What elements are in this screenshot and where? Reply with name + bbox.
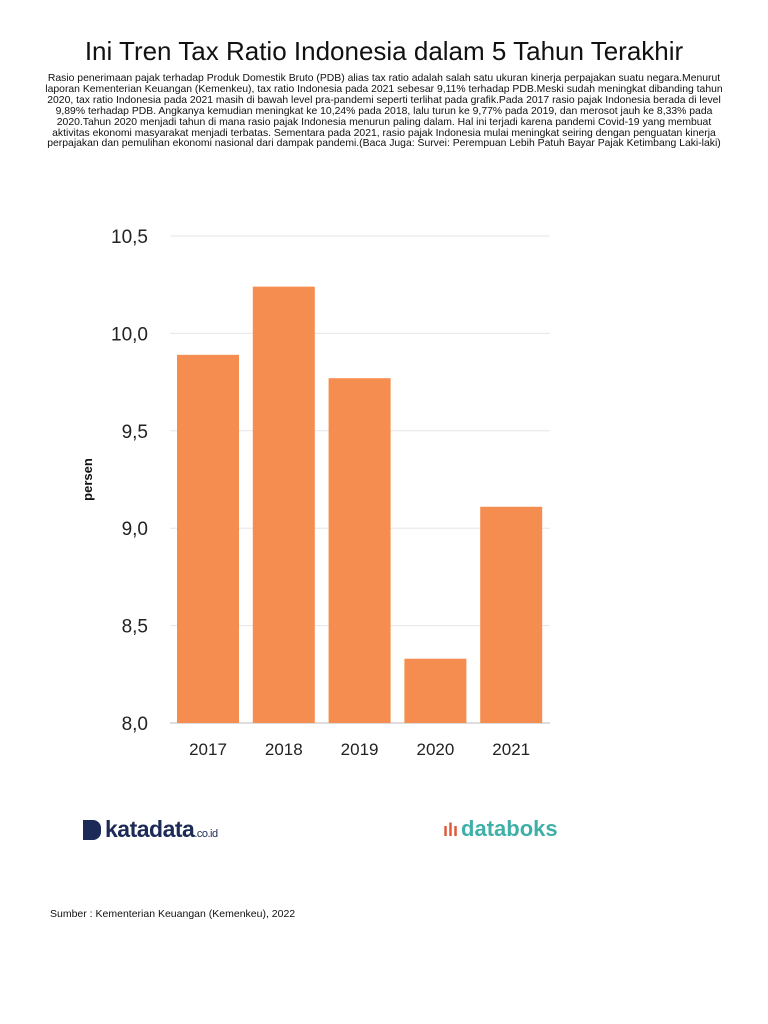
x-tick-label: 2020 <box>416 740 454 759</box>
x-tick-label: 2021 <box>492 740 530 759</box>
bar-2021 <box>480 506 543 723</box>
x-tick-label: 2018 <box>265 740 303 759</box>
y-tick-label: 10,0 <box>111 324 148 345</box>
y-tick-label: 8,0 <box>122 714 148 735</box>
bar-2019 <box>328 378 391 723</box>
source-note: Sumber : Kementerian Keuangan (Kemenkeu)… <box>50 908 296 920</box>
bar-2018 <box>252 286 315 723</box>
databoks-logo-text: databoks <box>461 816 558 841</box>
chart-description: Rasio penerimaan pajak terhadap Produk D… <box>45 73 723 150</box>
bar-2020 <box>404 658 467 723</box>
katadata-logo-text: katadata <box>105 816 195 842</box>
katadata-logo: katadata.co.id <box>83 816 218 843</box>
bar-2017 <box>177 354 239 723</box>
databoks-logo: ılı databoks <box>443 816 558 842</box>
chart-title: Ini Tren Tax Ratio Indonesia dalam 5 Tah… <box>84 36 684 66</box>
x-tick-label: 2019 <box>341 740 379 759</box>
y-tick-label: 9,5 <box>122 422 148 443</box>
katadata-logo-suffix: .co.id <box>194 828 218 840</box>
y-tick-label: 10,5 <box>111 227 148 248</box>
databoks-bars-icon: ılı <box>443 820 459 840</box>
katadata-d-icon <box>83 820 101 840</box>
y-tick-label: 8,5 <box>122 617 148 638</box>
y-tick-label: 9,0 <box>122 519 148 540</box>
x-tick-label: 2017 <box>189 740 227 759</box>
bar-chart: 8,0 8,5 9,0 9,5 10,0 10,5 2017 2018 2019 2020 2021… <box>80 227 550 759</box>
y-axis-label: persen <box>80 458 95 501</box>
